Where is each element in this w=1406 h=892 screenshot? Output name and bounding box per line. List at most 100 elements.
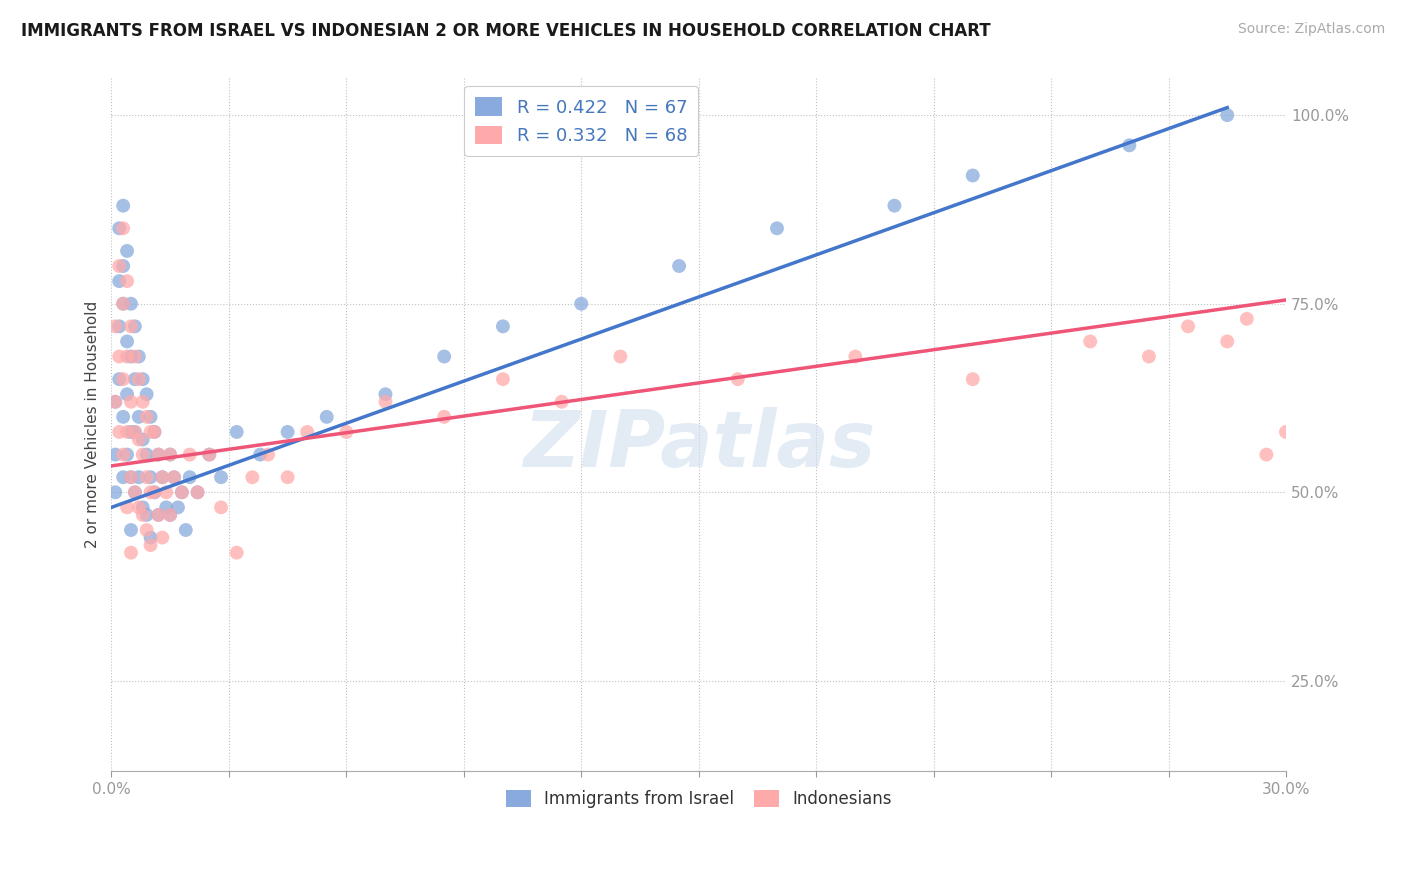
Point	[550, 394, 572, 409]
Point	[1078, 334, 1101, 349]
Point	[240, 470, 263, 484]
Point	[1216, 108, 1239, 122]
Point	[143, 425, 166, 439]
Point	[609, 350, 631, 364]
Point	[112, 470, 135, 484]
Point	[844, 350, 866, 364]
Point	[335, 425, 357, 439]
Point	[108, 259, 131, 273]
Point	[569, 296, 592, 310]
Point	[179, 470, 201, 484]
Point	[115, 425, 138, 439]
Point	[150, 531, 173, 545]
Point	[108, 425, 131, 439]
Point	[1216, 334, 1239, 349]
Point	[104, 394, 127, 409]
Point	[108, 319, 131, 334]
Point	[492, 319, 515, 334]
Point	[128, 500, 150, 515]
Text: Source: ZipAtlas.com: Source: ZipAtlas.com	[1237, 22, 1385, 37]
Point	[115, 334, 138, 349]
Point	[112, 296, 135, 310]
Point	[170, 485, 193, 500]
Point	[155, 485, 177, 500]
Point	[1236, 311, 1258, 326]
Point	[108, 350, 131, 364]
Point	[148, 448, 170, 462]
Point	[120, 470, 142, 484]
Point	[115, 448, 138, 462]
Point	[159, 448, 181, 462]
Point	[132, 372, 155, 386]
Point	[374, 387, 396, 401]
Point	[143, 485, 166, 500]
Point	[883, 199, 905, 213]
Y-axis label: 2 or more Vehicles in Household: 2 or more Vehicles in Household	[86, 301, 100, 548]
Point	[148, 508, 170, 522]
Point	[159, 508, 181, 522]
Point	[135, 409, 157, 424]
Point	[132, 508, 155, 522]
Point	[374, 394, 396, 409]
Point	[112, 409, 135, 424]
Point	[104, 485, 127, 500]
Point	[295, 425, 318, 439]
Legend: Immigrants from Israel, Indonesians: Immigrants from Israel, Indonesians	[499, 783, 898, 815]
Point	[257, 448, 280, 462]
Point	[1275, 425, 1298, 439]
Point	[277, 425, 299, 439]
Text: IMMIGRANTS FROM ISRAEL VS INDONESIAN 2 OR MORE VEHICLES IN HOUSEHOLD CORRELATION: IMMIGRANTS FROM ISRAEL VS INDONESIAN 2 O…	[21, 22, 991, 40]
Point	[135, 448, 157, 462]
Point	[163, 470, 186, 484]
Point	[148, 448, 170, 462]
Point	[433, 409, 456, 424]
Point	[132, 448, 155, 462]
Point	[132, 394, 155, 409]
Point	[150, 470, 173, 484]
Point	[249, 448, 271, 462]
Point	[124, 425, 146, 439]
Point	[120, 319, 142, 334]
Point	[159, 448, 181, 462]
Point	[120, 546, 142, 560]
Point	[1137, 350, 1160, 364]
Point	[124, 425, 146, 439]
Point	[1177, 319, 1199, 334]
Point	[124, 319, 146, 334]
Point	[163, 470, 186, 484]
Point	[159, 508, 181, 522]
Point	[155, 500, 177, 515]
Point	[198, 448, 221, 462]
Point	[128, 470, 150, 484]
Point	[433, 350, 456, 364]
Point	[225, 546, 247, 560]
Point	[198, 448, 221, 462]
Point	[727, 372, 749, 386]
Point	[179, 448, 201, 462]
Point	[115, 387, 138, 401]
Text: ZIPatlas: ZIPatlas	[523, 408, 875, 483]
Point	[104, 319, 127, 334]
Point	[962, 372, 984, 386]
Point	[135, 470, 157, 484]
Point	[128, 433, 150, 447]
Point	[150, 470, 173, 484]
Point	[128, 372, 150, 386]
Point	[209, 500, 232, 515]
Point	[115, 274, 138, 288]
Point	[492, 372, 515, 386]
Point	[139, 531, 162, 545]
Point	[668, 259, 690, 273]
Point	[112, 296, 135, 310]
Point	[174, 523, 197, 537]
Point	[120, 523, 142, 537]
Point	[124, 350, 146, 364]
Point	[143, 425, 166, 439]
Point	[962, 169, 984, 183]
Point	[104, 394, 127, 409]
Point	[187, 485, 209, 500]
Point	[115, 350, 138, 364]
Point	[112, 199, 135, 213]
Point	[1118, 138, 1140, 153]
Point	[120, 394, 142, 409]
